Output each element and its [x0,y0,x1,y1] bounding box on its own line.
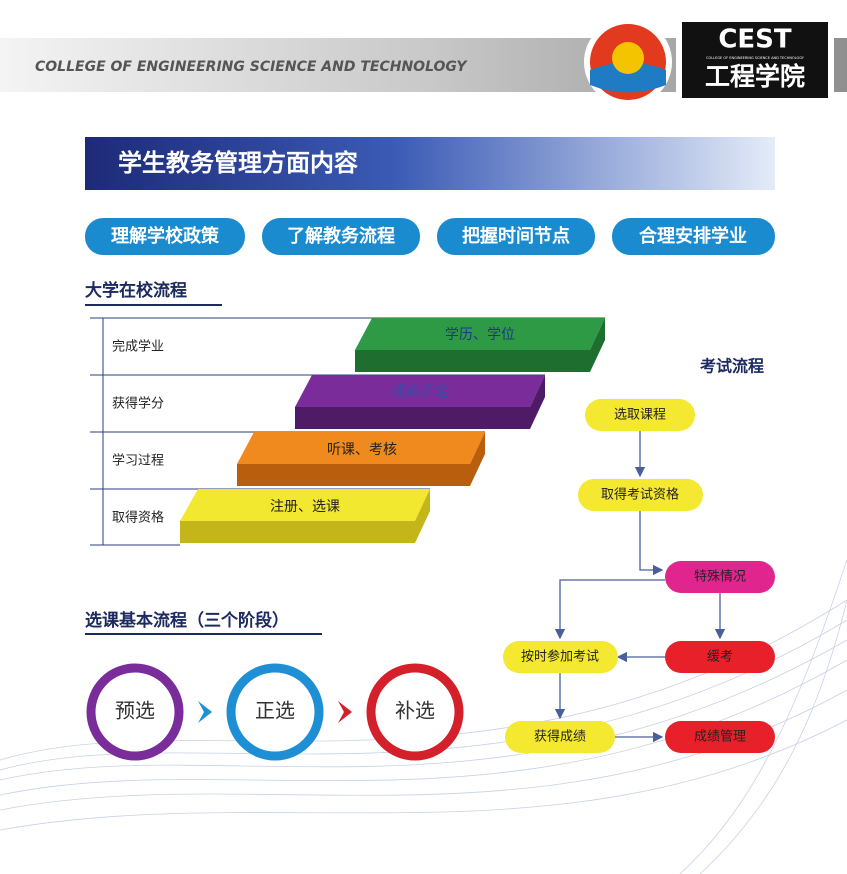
flow-node [665,721,775,753]
pill [262,218,420,255]
flow-node [665,641,775,673]
flow-label: 按时参加考试 [521,649,599,665]
phase-circle [86,663,184,761]
phases: 预选 正选 补选 [86,663,464,761]
chevron [338,701,352,723]
flow-node [503,641,618,673]
section-title: 选课基本流程（三个阶段） [85,610,289,631]
college-name: COLLEGE OF ENGINEERING SCIENCE AND TECHN… [35,59,468,75]
phase-circle [226,663,324,761]
stage-labels: 完成学业 获得学分 学习过程 取得资格 [112,339,164,526]
section-title: 大学在校流程 [85,280,187,301]
stage-label: 完成学业 [112,339,164,355]
arrow [639,511,664,576]
flow-label: 特殊情况 [694,570,746,585]
flow-label: 选取课程 [614,408,666,423]
pill [612,218,775,255]
stage-label: 取得资格 [112,510,164,526]
chevron [198,701,212,723]
stairs: 学历、学位 成绩评定 听课、考核 注册、选课 [180,318,605,543]
pill [437,218,595,255]
pill-label: 理解学校政策 [111,225,220,247]
flow-node [665,561,775,593]
flow-label: 获得成绩 [534,729,586,745]
logo-name: 工程学院 [705,62,805,91]
stage-label: 学习过程 [112,453,164,469]
phase-label: 正选 [255,699,295,723]
flow-node [505,721,615,753]
exam-flow: 选取课程 取得考试资格 特殊情况 缓考 按时参加考试 获得成绩 成绩管理 [503,399,775,753]
logo-mark: CEST [718,25,792,55]
flow-label: 取得考试资格 [601,487,679,503]
step-label: 成绩评定 [392,384,448,400]
phase-circle [366,663,464,761]
pill-label: 把握时间节点 [462,225,570,247]
phase-label: 预选 [115,699,155,723]
flow-node [585,399,695,431]
banner [85,137,775,190]
flow-node [578,479,703,511]
step-label: 听课、考核 [327,442,397,458]
arrow [554,579,665,640]
pills: 理解学校政策 了解教务流程 把握时间节点 合理安排学业 [85,218,775,255]
step-label: 注册、选课 [270,499,340,515]
pill [85,218,245,255]
waves [0,559,847,874]
section-title: 考试流程 [700,357,764,376]
logo: CEST COLLEGE OF ENGINEERING SCIENCE AND … [584,18,834,106]
flow-label: 成绩管理 [694,730,746,745]
pill-label: 了解教务流程 [287,225,395,247]
step-label: 学历、学位 [445,327,515,343]
banner-title: 学生教务管理方面内容 [118,149,358,177]
pill-label: 合理安排学业 [639,225,747,247]
flow-label: 缓考 [707,650,733,665]
logo-subtitle: COLLEGE OF ENGINEERING SCIENCE AND TECHN… [706,56,805,60]
stage-label: 获得学分 [112,396,164,412]
phase-label: 补选 [395,699,435,723]
